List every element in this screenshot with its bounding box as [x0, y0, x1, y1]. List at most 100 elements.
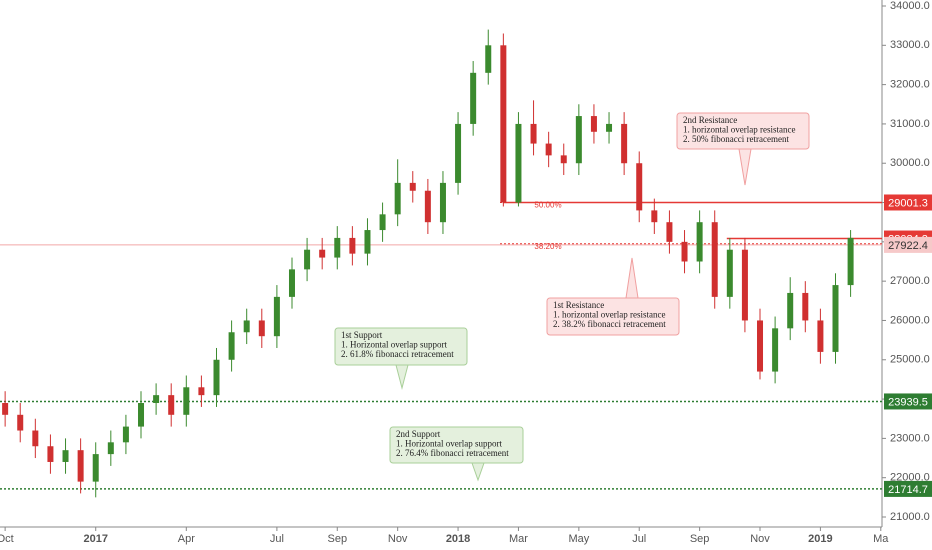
- candle-body: [666, 222, 673, 242]
- x-tick-label: Apr: [178, 533, 195, 545]
- candle-body: [455, 123, 462, 183]
- x-tick-label: Sep: [690, 533, 710, 545]
- price-tag: [884, 393, 932, 410]
- candle-body: [153, 395, 160, 404]
- candle-body: [288, 269, 295, 297]
- callout-pointer: [625, 257, 639, 299]
- candle-body: [711, 222, 718, 297]
- candle-body: [500, 45, 507, 203]
- callout-text: 1. horizontal overlap resistance: [553, 310, 665, 320]
- callout-text: 1. horizontal overlap resistance: [683, 125, 795, 135]
- candle-body: [92, 454, 99, 482]
- candle-body: [47, 446, 54, 462]
- candle-body: [802, 292, 809, 321]
- candle-body: [349, 237, 356, 254]
- callout-text: 1st Support: [341, 330, 383, 340]
- candle-body: [2, 403, 9, 415]
- candle-body: [364, 230, 371, 254]
- x-tick-label: Nov: [750, 533, 770, 545]
- x-tick-label: 2018: [446, 533, 470, 545]
- candle-body: [741, 249, 748, 321]
- candle-body: [590, 116, 597, 132]
- candle-body: [32, 430, 39, 447]
- candle-body: [304, 249, 311, 270]
- candle-body: [243, 320, 250, 333]
- y-tick-label: 30000.0: [890, 157, 930, 169]
- y-tick-label: 21000.0: [890, 511, 930, 523]
- x-tick-label: Jul: [632, 533, 646, 545]
- y-tick-label: 23000.0: [890, 432, 930, 444]
- price-tag-label: 21714.7: [888, 484, 928, 496]
- x-tick-label: May: [568, 533, 589, 545]
- fib-label: 50.00%: [534, 201, 561, 210]
- candle-body: [757, 320, 764, 372]
- callout-text: 1st Resistance: [553, 300, 604, 310]
- candle-body: [515, 123, 522, 203]
- candle-body: [832, 285, 839, 352]
- y-tick-label: 34000.0: [890, 0, 930, 12]
- candle-body: [726, 249, 733, 297]
- candle-body: [198, 387, 205, 396]
- candle-body: [847, 237, 854, 286]
- candle-body: [817, 320, 824, 352]
- candle-body: [213, 359, 220, 396]
- callout-box: [546, 297, 680, 336]
- price-tag: [884, 194, 932, 211]
- callout-box: [334, 327, 468, 366]
- y-tick-label: 33000.0: [890, 39, 930, 51]
- x-tick-label: Jul: [270, 533, 284, 545]
- callout-text: 2nd Resistance: [683, 115, 737, 125]
- y-tick-label: 26000.0: [890, 314, 930, 326]
- price-tag-label: 27922.4: [888, 240, 928, 252]
- candle-body: [334, 237, 341, 258]
- candle-body: [606, 123, 613, 132]
- price-tag-label: 29001.3: [888, 197, 928, 209]
- price-tag: [884, 236, 932, 253]
- candle-body: [439, 182, 446, 223]
- candle-body: [409, 182, 416, 191]
- callout-text: 2. 38.2% fibonacci retracement: [553, 319, 666, 329]
- candle-body: [228, 332, 235, 360]
- candle-body: [424, 190, 431, 223]
- callout-pointer: [738, 148, 752, 186]
- x-tick-label: 2017: [83, 533, 107, 545]
- callout-pointer: [395, 364, 409, 390]
- fib-label: 38.20%: [534, 242, 561, 251]
- x-tick-label: Nov: [388, 533, 408, 545]
- price-tag: [884, 480, 932, 497]
- candle-body: [183, 387, 190, 415]
- candle-body: [575, 116, 582, 164]
- candle-body: [17, 414, 24, 431]
- y-tick-label: 27000.0: [890, 275, 930, 287]
- callout-text: 2. 76.4% fibonacci retracement: [396, 448, 509, 458]
- price-tag-label: 23939.5: [888, 396, 928, 408]
- candle-body: [319, 249, 326, 258]
- candle-body: [138, 403, 145, 427]
- callout-box: [389, 426, 524, 464]
- callout-text: 1. Horizontal overlap support: [396, 439, 502, 449]
- callout-box: [676, 112, 810, 150]
- candle-body: [62, 450, 69, 462]
- y-tick-label: 25000.0: [890, 354, 930, 366]
- x-tick-label: Oct: [0, 533, 14, 545]
- y-tick-label: 22000.0: [890, 472, 930, 484]
- callout-text: 2. 50% fibonacci retracement: [683, 134, 789, 144]
- candle-body: [787, 292, 794, 329]
- candle-body: [394, 182, 401, 215]
- y-tick-label: 31000.0: [890, 118, 930, 130]
- x-tick-label: 2019: [808, 533, 832, 545]
- x-tick-label: Sep: [327, 533, 347, 545]
- candle-body: [772, 328, 779, 372]
- candle-body: [681, 241, 688, 262]
- callout-pointer: [471, 462, 485, 482]
- x-tick-label: Mar: [509, 533, 528, 545]
- candle-body: [696, 222, 703, 262]
- candle-body: [485, 45, 492, 73]
- candle-body: [636, 163, 643, 211]
- callout-text: 2nd Support: [396, 429, 441, 439]
